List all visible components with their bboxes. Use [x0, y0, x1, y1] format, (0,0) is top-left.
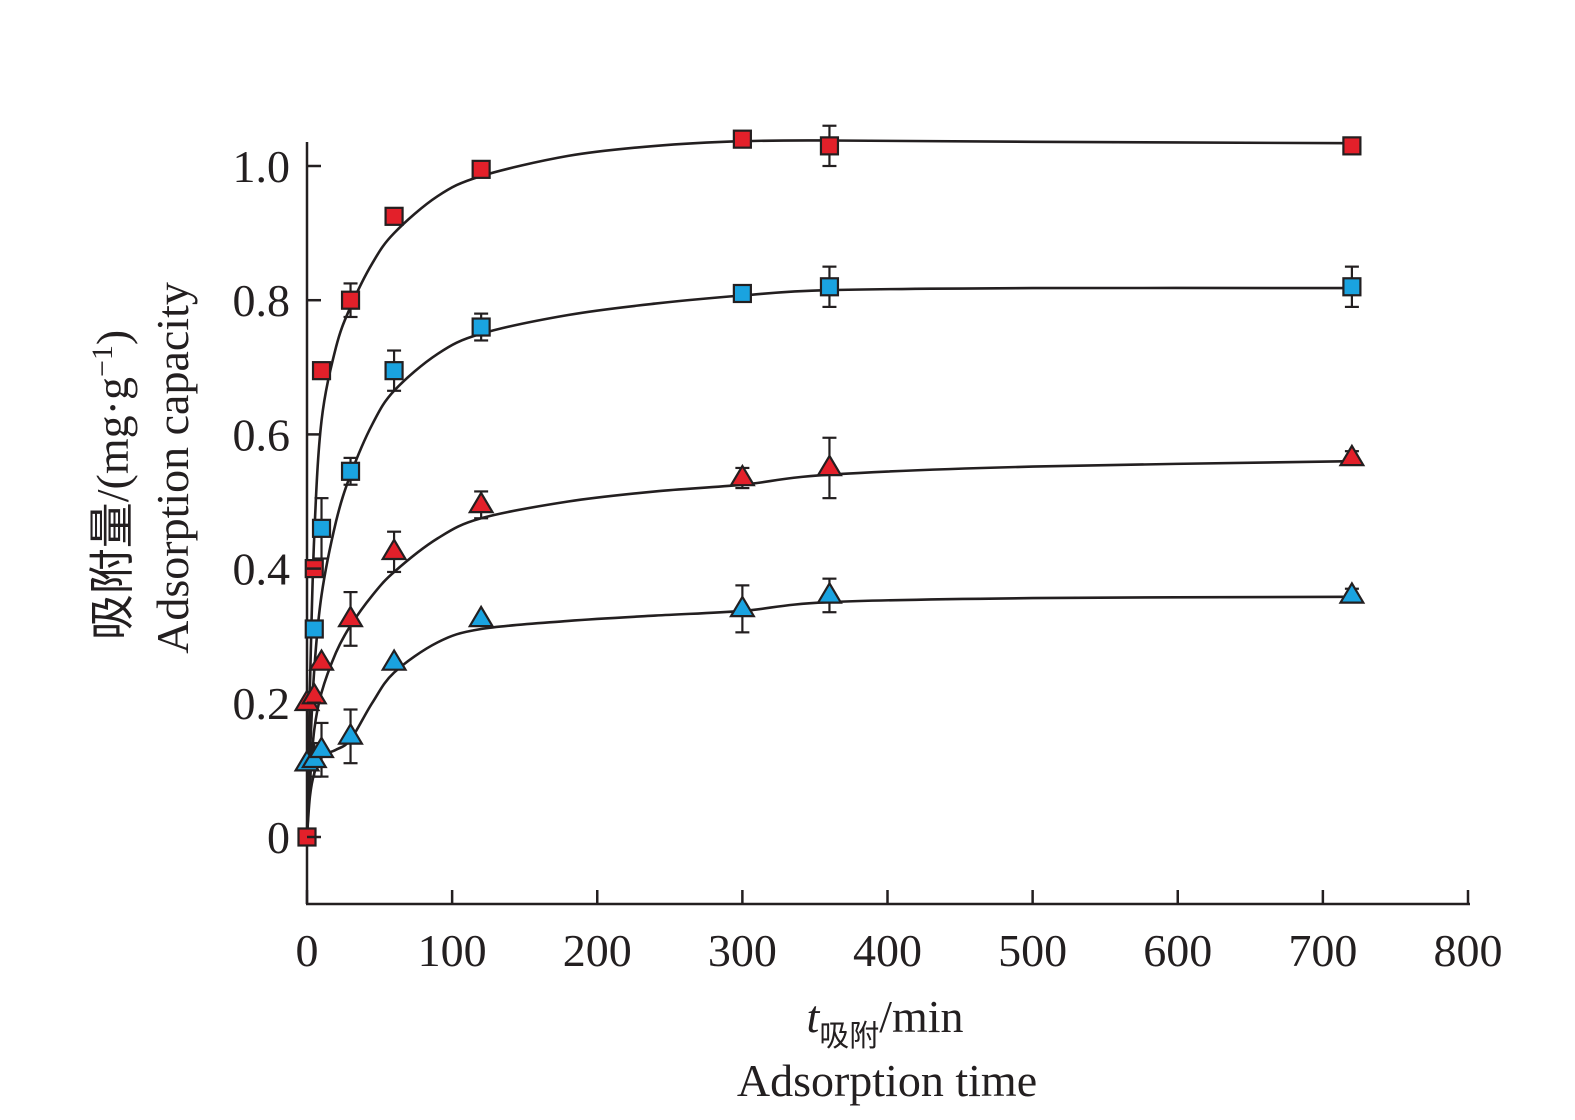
triangle-marker: [1338, 443, 1366, 467]
fit-curve-2: [305, 286, 1352, 838]
triangle-marker: [308, 648, 335, 671]
square-marker: [732, 129, 752, 149]
square-marker: [340, 461, 361, 481]
y-tick-label: 0.2: [233, 678, 291, 729]
x-tick-label: 800: [1434, 925, 1503, 976]
triangle-marker: [380, 537, 408, 561]
triangle-marker: [467, 604, 495, 628]
x-tick-label: 100: [418, 925, 487, 976]
square-marker: [819, 277, 840, 297]
square-marker: [1342, 136, 1362, 156]
square-marker: [311, 361, 332, 381]
y-axis-title-en: Adsorption capacity: [147, 282, 198, 654]
triangle-marker: [729, 594, 756, 618]
y-tick-label: 1.0: [233, 141, 291, 192]
square-marker: [340, 290, 361, 310]
y-axis-title: 吸附量/(mg·g−1) Adsorption capacity: [86, 282, 199, 654]
x-axis-title-var: t: [806, 991, 820, 1042]
triangle-marker: [816, 453, 843, 477]
x-tick-label: 400: [853, 925, 922, 976]
y-axis-title-cn: 吸附量/(mg·g−1): [86, 330, 139, 640]
triangle-marker: [1338, 581, 1366, 604]
y-ticks: 0 0.2 0.4 0.6 0.8 1.0: [233, 141, 321, 863]
x-tick-label: 0: [296, 925, 319, 976]
y-axis-title-close: ): [87, 330, 138, 345]
square-marker: [471, 317, 491, 337]
triangle-marker: [337, 722, 364, 745]
x-tick-label: 500: [998, 925, 1067, 976]
square-marker: [384, 361, 404, 381]
fit-curve-4: [305, 595, 1352, 838]
y-axis-title-sup: −1: [86, 345, 119, 377]
x-tick-label: 600: [1143, 925, 1212, 976]
x-axis-title-main: t吸附/min: [806, 991, 963, 1053]
square-marker: [819, 136, 840, 156]
triangle-marker: [729, 463, 756, 487]
square-marker: [471, 159, 491, 179]
y-tick-label: 0.4: [233, 544, 291, 595]
square-marker: [384, 206, 404, 226]
axes: [305, 142, 1470, 906]
square-marker: [1342, 277, 1362, 297]
data-markers: [293, 129, 1366, 847]
error-bars: [307, 124, 1359, 778]
x-axis-title-unit: /min: [879, 991, 963, 1042]
triangle-marker: [467, 490, 495, 514]
y-tick-label: 0: [267, 812, 290, 863]
x-tick-label: 200: [563, 925, 632, 976]
x-axis-title-sub: 吸附: [819, 1020, 879, 1053]
x-tick-label: 700: [1288, 925, 1357, 976]
fit-curve-3: [305, 459, 1352, 838]
x-ticks: 0 100 200 300 400 500 600 700 800: [296, 890, 1503, 976]
triangle-marker: [337, 604, 364, 628]
x-tick-label: 300: [708, 925, 777, 976]
triangle-marker: [816, 581, 843, 604]
square-marker: [304, 619, 324, 639]
square-marker: [732, 283, 752, 304]
triangle-marker: [380, 648, 408, 671]
x-axis-title-en: Adsorption time: [737, 1055, 1037, 1106]
y-tick-label: 0.6: [233, 409, 291, 460]
y-tick-label: 0.8: [233, 275, 291, 326]
square-marker: [311, 518, 332, 538]
triangle-marker: [308, 735, 335, 759]
x-axis-title: t吸附/min Adsorption time: [737, 991, 1037, 1106]
y-axis-title-cn-main: 吸附量/(mg·g: [87, 377, 138, 640]
